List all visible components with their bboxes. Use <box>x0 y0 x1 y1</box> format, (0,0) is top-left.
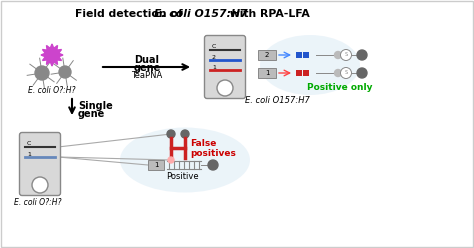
Polygon shape <box>54 60 57 64</box>
Text: gene: gene <box>133 63 161 73</box>
Polygon shape <box>59 53 63 57</box>
Text: C: C <box>27 141 31 146</box>
Circle shape <box>181 130 189 138</box>
Circle shape <box>340 67 352 79</box>
Circle shape <box>45 48 59 62</box>
Polygon shape <box>46 60 50 64</box>
Circle shape <box>357 68 367 78</box>
Text: with RPA-LFA: with RPA-LFA <box>226 9 310 19</box>
Text: 1: 1 <box>265 70 269 76</box>
Polygon shape <box>46 45 50 50</box>
Circle shape <box>167 130 175 138</box>
Text: 1: 1 <box>212 65 216 70</box>
Text: S: S <box>345 70 347 75</box>
Polygon shape <box>41 53 45 57</box>
Polygon shape <box>43 57 47 61</box>
Text: Single: Single <box>78 101 113 111</box>
Circle shape <box>335 69 341 76</box>
Circle shape <box>32 177 48 193</box>
Ellipse shape <box>260 35 360 95</box>
Text: 2: 2 <box>212 55 216 60</box>
Text: Dual: Dual <box>135 55 159 65</box>
Circle shape <box>217 80 233 96</box>
Text: E. coli O157:H7: E. coli O157:H7 <box>245 96 310 105</box>
Text: gene: gene <box>78 109 105 119</box>
Ellipse shape <box>120 127 250 192</box>
Circle shape <box>340 50 352 61</box>
Polygon shape <box>50 44 54 48</box>
Text: S: S <box>345 53 347 58</box>
Circle shape <box>208 160 218 170</box>
Text: C: C <box>212 44 216 49</box>
Polygon shape <box>54 45 57 50</box>
Text: TeaPNA: TeaPNA <box>131 71 163 80</box>
Text: E. coli O?:H?: E. coli O?:H? <box>28 86 76 95</box>
Text: False: False <box>190 138 216 148</box>
Bar <box>296 70 302 76</box>
Bar <box>148 160 164 170</box>
FancyBboxPatch shape <box>204 35 246 98</box>
Text: Positive only: Positive only <box>307 83 373 92</box>
Circle shape <box>59 66 71 78</box>
Polygon shape <box>57 57 62 61</box>
Polygon shape <box>50 62 54 66</box>
Circle shape <box>357 50 367 60</box>
Bar <box>303 52 309 58</box>
Circle shape <box>335 52 341 59</box>
Text: 1: 1 <box>27 152 31 157</box>
Text: 2: 2 <box>265 52 269 58</box>
Bar <box>303 70 309 76</box>
Bar <box>296 52 302 58</box>
Bar <box>258 68 276 78</box>
Text: 1: 1 <box>154 162 158 168</box>
FancyBboxPatch shape <box>19 132 61 195</box>
Text: positives: positives <box>190 149 236 157</box>
Text: Field detection of: Field detection of <box>75 9 186 19</box>
Polygon shape <box>43 50 47 53</box>
Circle shape <box>168 157 174 163</box>
Text: E. coli O157:H7: E. coli O157:H7 <box>154 9 248 19</box>
Circle shape <box>35 66 49 80</box>
Text: Positive: Positive <box>166 172 198 181</box>
Polygon shape <box>57 50 62 53</box>
Text: E. coli O?:H?: E. coli O?:H? <box>14 198 62 207</box>
Bar <box>258 50 276 60</box>
